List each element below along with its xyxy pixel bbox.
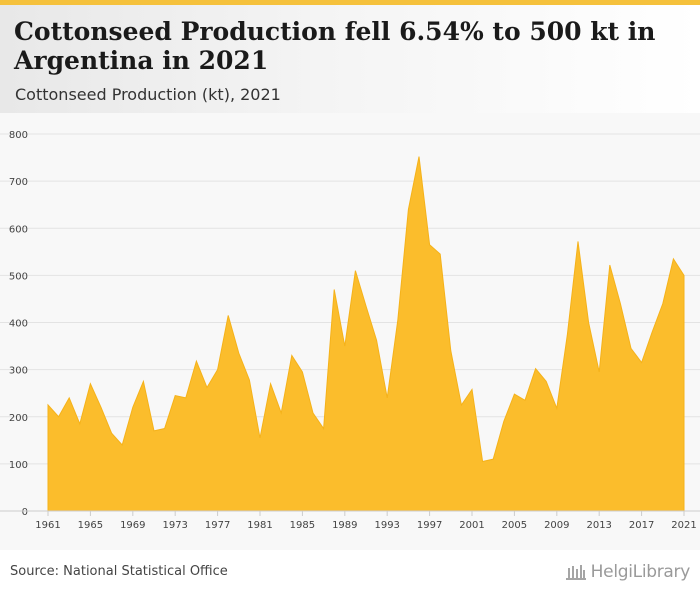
data-point-2005[interactable] [512,392,516,396]
data-point-1962[interactable] [57,415,61,419]
data-point-2016[interactable] [629,346,633,350]
data-point-2014[interactable] [608,263,612,267]
source-note: Source: National Statistical Office [10,564,228,579]
x-tick-label-1997: 1997 [417,520,442,531]
y-tick-label-400: 400 [9,319,28,330]
data-point-1965[interactable] [88,382,92,386]
x-tick-label-2017: 2017 [629,520,654,531]
data-point-2011[interactable] [576,239,580,243]
data-point-1996[interactable] [417,155,421,159]
x-tick-label-1973: 1973 [162,520,187,531]
data-point-2009[interactable] [555,406,559,410]
y-tick-label-800: 800 [9,130,28,141]
data-point-2018[interactable] [650,330,654,334]
data-point-1966[interactable] [99,405,103,409]
data-point-1969[interactable] [131,405,135,409]
logo-text: HelgiLibrary [590,562,691,582]
data-point-1981[interactable] [258,436,262,440]
x-tick-label-1985: 1985 [290,520,315,531]
x-tick-label-2013: 2013 [586,520,611,531]
data-point-1975[interactable] [194,359,198,363]
data-point-1990[interactable] [353,269,357,273]
library-building-icon [565,565,586,580]
series-area-layer [46,155,686,512]
data-point-1980[interactable] [247,378,251,382]
data-point-1993[interactable] [385,396,389,400]
data-point-1997[interactable] [428,243,432,247]
data-point-1961[interactable] [46,403,50,407]
data-point-2004[interactable] [502,419,506,423]
data-point-1979[interactable] [237,351,241,355]
data-point-1977[interactable] [216,368,220,372]
data-point-1963[interactable] [67,396,71,400]
page-title: Cottonseed Production fell 6.54% to 500 … [14,17,656,75]
top-accent-rule [0,0,700,5]
data-point-1999[interactable] [449,349,453,353]
data-point-1988[interactable] [332,288,336,292]
data-point-1992[interactable] [375,338,379,342]
y-tick-label-200: 200 [9,413,28,424]
data-point-2003[interactable] [491,457,495,461]
data-point-1978[interactable] [226,313,230,317]
data-point-2008[interactable] [544,379,548,383]
data-point-2002[interactable] [481,460,485,464]
y-tick-label-0: 0 [22,507,28,518]
data-point-2010[interactable] [565,332,569,336]
data-point-1972[interactable] [163,427,167,431]
data-point-1998[interactable] [438,252,442,256]
x-tick-label-2001: 2001 [459,520,484,531]
data-point-1995[interactable] [406,207,410,211]
data-point-2007[interactable] [534,367,538,371]
x-tick-label-1969: 1969 [120,520,145,531]
x-tick-label-2005: 2005 [502,520,527,531]
x-tick-label-1993: 1993 [374,520,399,531]
data-point-2019[interactable] [661,302,665,306]
x-tick-label-1989: 1989 [332,520,357,531]
helgi-library-logo[interactable]: HelgiLibrary [565,561,690,583]
x-tick-label-2021: 2021 [671,520,696,531]
header: Cottonseed Production fell 6.54% to 500 … [0,5,700,113]
data-point-2000[interactable] [459,403,463,407]
chart-subtitle: Cottonseed Production (kt), 2021 [15,85,281,104]
data-point-1987[interactable] [322,427,326,431]
y-tick-label-100: 100 [9,460,28,471]
x-tick-label-2009: 2009 [544,520,569,531]
data-point-2001[interactable] [470,387,474,391]
y-tick-label-500: 500 [9,271,28,282]
data-point-2015[interactable] [618,302,622,306]
data-point-1967[interactable] [110,431,114,435]
data-point-2017[interactable] [640,361,644,365]
series-area [47,156,685,512]
data-point-1971[interactable] [152,429,156,433]
y-tick-label-600: 600 [9,224,28,235]
data-point-1991[interactable] [364,304,368,308]
x-tick-label-1981: 1981 [247,520,272,531]
data-point-2013[interactable] [597,370,601,374]
data-point-1974[interactable] [184,396,188,400]
data-point-2012[interactable] [587,321,591,325]
y-axis-labels: 0 100 200 300 400 500 600 700 800 [9,130,28,518]
x-axis: 1961 1965 1969 1973 1977 1981 1985 1989 1993 1997… [0,510,700,531]
data-point-1989[interactable] [343,344,347,348]
data-point-1985[interactable] [300,370,304,374]
data-point-1982[interactable] [269,382,273,386]
data-point-1976[interactable] [205,386,209,390]
x-tick-label-1977: 1977 [205,520,230,531]
data-point-2021[interactable] [682,273,686,277]
data-point-1994[interactable] [396,318,400,322]
y-tick-label-700: 700 [9,177,28,188]
data-point-1986[interactable] [311,411,315,415]
y-tick-label-300: 300 [9,366,28,377]
data-point-1984[interactable] [290,353,294,357]
data-point-2006[interactable] [523,398,527,402]
x-tick-label-1965: 1965 [78,520,103,531]
x-tick-label-1961: 1961 [35,520,60,531]
data-point-1973[interactable] [173,394,177,398]
data-point-1983[interactable] [279,411,283,415]
data-point-1968[interactable] [120,443,124,447]
data-point-1964[interactable] [78,422,82,426]
data-point-1970[interactable] [141,379,145,383]
data-point-2020[interactable] [671,257,675,261]
